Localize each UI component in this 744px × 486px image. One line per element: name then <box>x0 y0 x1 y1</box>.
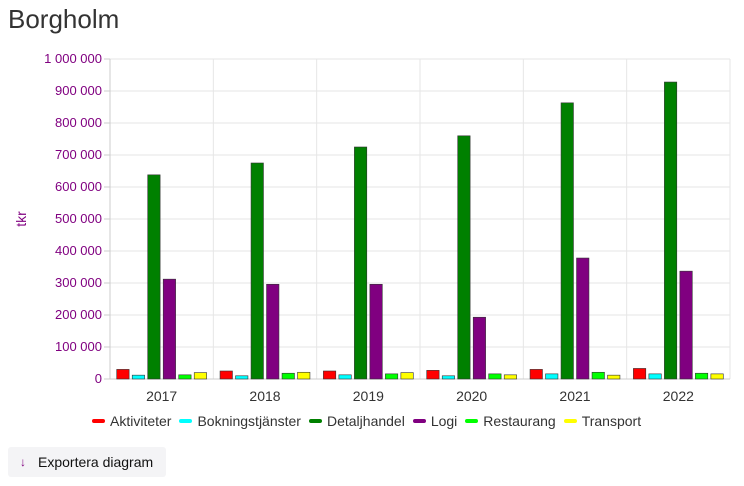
export-chart-label: Exportera diagram <box>38 454 154 470</box>
legend-item[interactable]: Bokningstjänster <box>179 413 301 429</box>
legend-swatch <box>465 419 479 423</box>
bar-transport <box>297 371 311 380</box>
y-tick-label: 600 000 <box>55 179 102 194</box>
download-arrow-icon: ↓ <box>20 455 26 469</box>
x-tick-label: 2017 <box>146 388 177 404</box>
bar-logi <box>472 316 486 380</box>
legend-swatch <box>563 419 577 423</box>
x-tick-label: 2022 <box>663 388 694 404</box>
legend-label: Aktiviteter <box>110 413 172 429</box>
bar-restaurang <box>385 373 399 380</box>
bar-detaljhandel <box>250 162 264 380</box>
bar-aktiviteter <box>633 368 647 380</box>
legend-label: Bokningstjänster <box>197 413 301 429</box>
legend-label: Detaljhandel <box>326 413 405 429</box>
legend-swatch <box>412 419 426 423</box>
bar-restaurang <box>178 374 192 380</box>
bar-aktiviteter <box>116 369 130 380</box>
bar-restaurang <box>488 373 502 380</box>
bar-logi <box>679 270 693 380</box>
bar-detaljhandel <box>147 174 161 380</box>
y-tick-label: 100 000 <box>55 339 102 354</box>
y-tick-label: 800 000 <box>55 115 102 130</box>
y-tick-label: 200 000 <box>55 307 102 322</box>
bar-chart: 0 100 000 200 000 300 000 400 000 500 000 600 … <box>13 51 731 404</box>
y-tick-label: 1 000 000 <box>44 51 102 66</box>
bar-restaurang <box>281 372 295 380</box>
legend-item[interactable]: Logi <box>412 413 458 429</box>
bar-bokningstjänster <box>235 375 249 380</box>
bar-logi <box>162 278 176 380</box>
y-tick-label: 400 000 <box>55 243 102 258</box>
bar-transport <box>503 374 517 380</box>
bar-aktiviteter <box>529 369 543 380</box>
bar-transport <box>193 372 207 380</box>
legend-item[interactable]: Detaljhandel <box>308 413 405 429</box>
legend-item[interactable]: Aktiviteter <box>92 413 171 429</box>
legend-label: Transport <box>581 413 642 429</box>
x-axis: 2017 2018 2019 2020 2021 2022 <box>110 378 730 404</box>
y-tick-label: 300 000 <box>55 275 102 290</box>
bar-transport <box>710 373 724 380</box>
chart-bars <box>116 81 724 380</box>
bar-logi <box>576 257 590 380</box>
chart-grid <box>109 58 731 380</box>
legend-swatch <box>92 419 105 423</box>
bar-detaljhandel <box>457 135 471 380</box>
bar-transport <box>607 374 621 380</box>
x-tick-label: 2018 <box>249 388 280 404</box>
bar-detaljhandel <box>664 81 678 380</box>
bar-bokningstjänster <box>131 374 145 380</box>
bar-logi <box>266 283 280 380</box>
y-tick-label: 500 000 <box>55 211 102 226</box>
legend-label: Restaurang <box>483 413 556 429</box>
bar-bokningstjänster <box>441 375 455 380</box>
export-chart-button[interactable]: ↓ Exportera diagram <box>8 447 166 477</box>
legend-item[interactable]: Transport <box>563 413 642 429</box>
y-tick-label: 900 000 <box>55 83 102 98</box>
bar-bokningstjänster <box>545 373 559 380</box>
y-tick-label: 700 000 <box>55 147 102 162</box>
x-tick-label: 2021 <box>559 388 590 404</box>
page-title: Borgholm <box>8 4 120 34</box>
bar-detaljhandel <box>354 146 368 380</box>
x-tick-label: 2020 <box>456 388 487 404</box>
y-tick-label: 0 <box>95 371 102 386</box>
bar-restaurang <box>695 372 709 380</box>
bar-aktiviteter <box>323 370 337 380</box>
legend-swatch <box>179 419 193 423</box>
bar-logi <box>369 283 383 380</box>
bar-detaljhandel <box>560 102 574 380</box>
legend-label: Logi <box>430 413 458 429</box>
bar-bokningstjänster <box>648 373 662 380</box>
bar-aktiviteter <box>219 370 233 380</box>
x-tick-label: 2019 <box>353 388 384 404</box>
bar-transport <box>400 372 414 380</box>
bar-bokningstjänster <box>338 374 352 380</box>
bar-restaurang <box>591 371 605 380</box>
y-axis: 0 100 000 200 000 300 000 400 000 500 000 600 … <box>13 51 111 386</box>
chart-legend: Aktiviteter Bokningstjänster Detaljhandel L… <box>92 413 649 429</box>
bar-aktiviteter <box>426 370 440 380</box>
legend-item[interactable]: Restaurang <box>465 413 556 429</box>
legend-swatch <box>308 419 322 423</box>
y-axis-title: tkr <box>13 211 29 227</box>
